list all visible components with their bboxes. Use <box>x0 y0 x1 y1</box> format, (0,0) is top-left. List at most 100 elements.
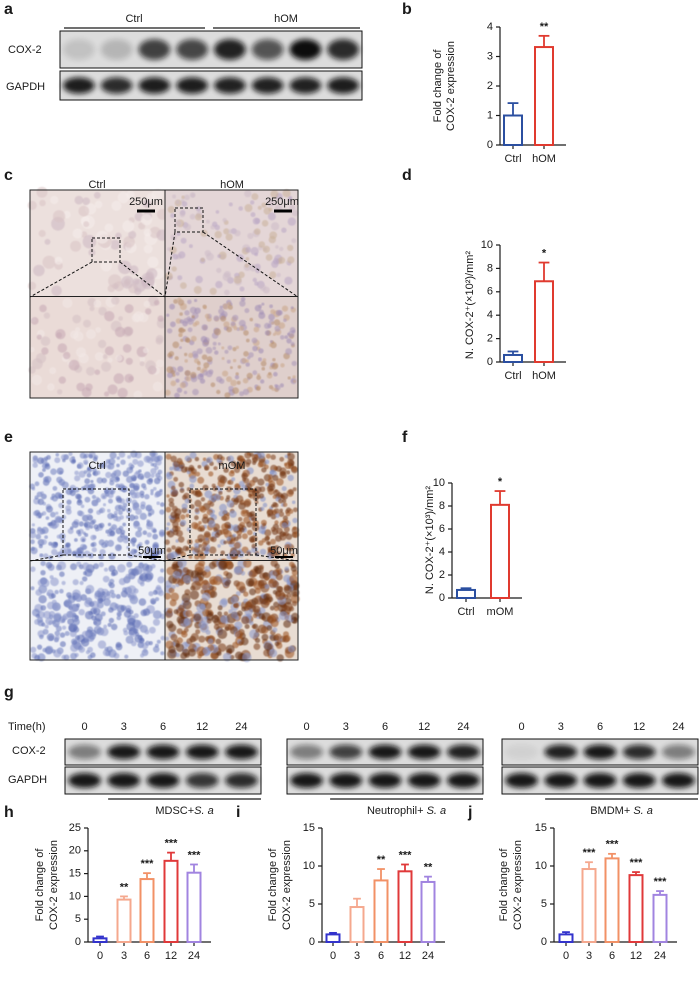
cell <box>108 649 117 658</box>
panel-label: j <box>467 804 472 821</box>
y-tick-label: 15 <box>69 868 81 880</box>
cell <box>248 352 254 358</box>
cell <box>165 526 169 531</box>
cell <box>223 228 230 235</box>
cell <box>290 306 294 310</box>
cell <box>197 362 201 366</box>
cell <box>59 588 64 594</box>
cell <box>270 526 276 532</box>
cell <box>289 574 298 584</box>
cell <box>260 599 270 609</box>
cell <box>138 469 142 473</box>
cell <box>253 228 261 235</box>
cell <box>188 464 195 471</box>
cell <box>74 475 81 482</box>
bar <box>534 46 554 147</box>
cell <box>104 593 111 600</box>
cell <box>57 389 63 395</box>
x-tick-label: 12 <box>399 950 411 962</box>
cell <box>156 639 161 644</box>
cell <box>201 324 208 331</box>
cell <box>229 510 237 518</box>
time-label: 0 <box>519 721 525 733</box>
cell <box>62 298 73 308</box>
cell <box>104 489 110 494</box>
cell <box>215 638 222 645</box>
cell <box>206 456 213 464</box>
x-tick-label: 6 <box>144 950 150 962</box>
x-tick-label: 24 <box>654 950 666 962</box>
cell <box>86 472 92 478</box>
cell <box>195 629 201 635</box>
cell <box>201 541 208 548</box>
cell <box>241 358 247 364</box>
cell <box>252 613 258 619</box>
cell <box>227 345 233 351</box>
y-tick-label: 5 <box>541 898 547 910</box>
cell <box>124 654 129 659</box>
cell <box>152 610 162 619</box>
cell <box>251 543 257 549</box>
cell <box>273 606 279 612</box>
cell <box>275 309 282 316</box>
cell <box>216 651 222 656</box>
cell <box>222 513 230 521</box>
cell <box>132 506 137 511</box>
blot-band <box>446 772 480 789</box>
bar <box>604 857 620 944</box>
cell <box>38 595 47 604</box>
cell <box>213 623 220 630</box>
blot-band <box>100 77 133 94</box>
cell <box>258 526 266 534</box>
cell <box>267 212 276 221</box>
cell <box>57 551 64 558</box>
cell <box>236 380 241 385</box>
cell <box>194 358 200 364</box>
x-tick-label: mOM <box>487 606 514 618</box>
cell <box>166 313 170 317</box>
cell <box>71 638 78 645</box>
cell <box>198 620 206 629</box>
cell <box>239 586 247 594</box>
cell <box>217 611 223 617</box>
cell <box>160 502 165 507</box>
cell <box>83 522 89 528</box>
cell <box>108 617 115 624</box>
cell <box>226 500 235 508</box>
cell <box>103 567 109 572</box>
cell <box>116 456 121 460</box>
cell <box>226 486 232 493</box>
cell <box>37 644 43 650</box>
cell <box>150 468 157 475</box>
cell <box>88 454 93 459</box>
cell <box>86 366 95 376</box>
cell <box>76 347 86 358</box>
cell <box>92 456 98 462</box>
cell <box>125 573 131 580</box>
cell <box>281 522 288 529</box>
cell <box>139 361 145 367</box>
cell <box>224 580 230 587</box>
cell <box>227 480 231 485</box>
cell <box>81 538 85 542</box>
cell <box>264 576 270 581</box>
cell <box>157 315 164 322</box>
time-label: 3 <box>558 721 564 733</box>
cell <box>206 356 213 363</box>
cell <box>86 329 96 340</box>
cell <box>219 378 225 384</box>
cell <box>291 209 299 217</box>
cell <box>251 624 257 629</box>
cell <box>287 376 291 380</box>
cell <box>284 544 291 551</box>
cell <box>41 347 49 355</box>
cell <box>197 373 204 381</box>
cell <box>142 567 150 574</box>
cell <box>241 606 247 612</box>
cell <box>259 572 266 580</box>
cell <box>246 521 253 528</box>
panel-label: i <box>236 804 240 821</box>
cell <box>184 194 190 201</box>
cell <box>254 323 259 327</box>
cell <box>274 641 280 647</box>
